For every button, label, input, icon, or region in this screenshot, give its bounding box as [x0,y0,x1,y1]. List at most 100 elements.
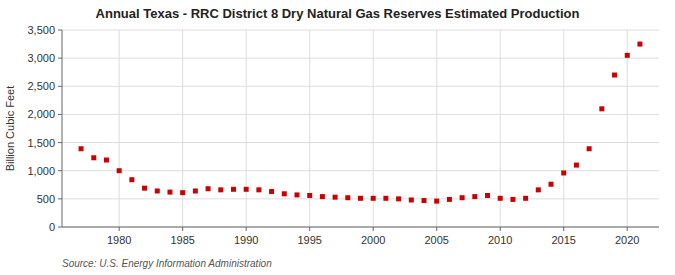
point [460,195,465,200]
point [193,188,198,193]
x-tick-label: 2015 [551,234,575,246]
y-tick-label: 2,500 [27,80,55,92]
x-tick [563,227,564,231]
point [256,187,261,192]
y-tick [58,86,62,87]
point [599,106,604,111]
point [637,42,642,47]
x-tick [182,227,183,231]
y-tick [58,58,62,59]
point [307,193,312,198]
point [104,158,109,163]
points [79,42,643,204]
point [244,187,249,192]
x-tick-label: 2020 [615,234,639,246]
y-tick [58,142,62,143]
y-grid-line [62,58,659,59]
point [561,170,566,175]
y-tick [58,114,62,115]
y-tick [58,227,62,228]
y-tick-label: 1,000 [27,165,55,177]
x-grid-line [563,30,564,227]
point [371,196,376,201]
y-tick-label: 1,500 [27,137,55,149]
x-tick-label: 1985 [170,234,194,246]
point [447,197,452,202]
x-grid-line [246,30,247,227]
point [282,191,287,196]
point [472,194,477,199]
x-tick-label: 2000 [361,234,385,246]
point [218,187,223,192]
point [333,195,338,200]
point [510,197,515,202]
source-note: Source: U.S. Energy Information Administ… [62,258,272,269]
point [294,192,299,197]
x-axis-line [62,227,659,228]
point [79,146,84,151]
point [231,187,236,192]
point [536,187,541,192]
point [142,186,147,191]
point [549,182,554,187]
y-grid-line [62,142,659,143]
x-tick-label: 1995 [297,234,321,246]
point [434,199,439,204]
point [358,196,363,201]
point [422,198,427,203]
x-grid-line [119,30,120,227]
y-axis-line [62,30,63,227]
axes: 0 500 1,000 1,500 2,000 2,500 3,000 3,500 1980 19… [27,24,659,246]
point [155,188,160,193]
x-grid-line [627,30,628,227]
x-tick [119,227,120,231]
y-grid-line [62,30,659,31]
point [320,194,325,199]
y-tick-label: 3,000 [27,52,55,64]
x-tick-label: 1980 [107,234,131,246]
x-tick [373,227,374,231]
grid [62,30,659,227]
point [574,163,579,168]
x-tick-label: 2010 [488,234,512,246]
point [269,189,274,194]
point [167,190,172,195]
y-tick [58,170,62,171]
x-tick [246,227,247,231]
point [383,196,388,201]
y-axis-label: Billion Cubic Feet [4,86,16,172]
point [180,190,185,195]
y-tick-label: 500 [37,193,55,205]
point [206,186,211,191]
point [91,155,96,160]
x-tick-label: 2005 [424,234,448,246]
y-tick [58,30,62,31]
point [396,196,401,201]
x-tick [500,227,501,231]
x-tick [627,227,628,231]
chart: Annual Texas - RRC District 8 Dry Natura… [0,0,675,275]
y-grid-line [62,86,659,87]
point [409,197,414,202]
y-tick-label: 3,500 [27,24,55,36]
x-grid-line [436,30,437,227]
point [587,146,592,151]
y-tick-label: 0 [49,221,55,233]
x-tick-label: 1990 [234,234,258,246]
x-tick [309,227,310,231]
x-tick [436,227,437,231]
y-grid-line [62,114,659,115]
point [625,53,630,58]
y-grid-line [62,170,659,171]
point [612,73,617,78]
y-grid-line [62,227,659,228]
point [117,168,122,173]
point [485,193,490,198]
title: Annual Texas - RRC District 8 Dry Natura… [96,6,580,21]
y-tick-label: 2,000 [27,108,55,120]
y-tick [58,198,62,199]
point [523,196,528,201]
point [345,195,350,200]
point [129,177,134,182]
x-grid-line [182,30,183,227]
